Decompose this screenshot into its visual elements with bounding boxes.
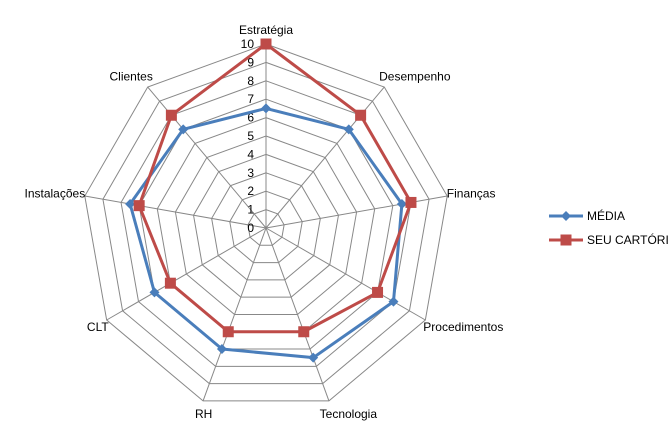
data-point [396, 199, 407, 210]
tick-label: 5 [247, 129, 254, 143]
grid-spoke [265, 86, 385, 229]
series-1 [133, 38, 417, 338]
tick-label: 6 [247, 111, 254, 125]
data-point [260, 38, 272, 50]
category-label: Instalações [25, 187, 86, 201]
category-label: Finanças [447, 187, 496, 201]
data-point [560, 234, 572, 246]
category-label: Procedimentos [423, 320, 503, 334]
legend-label: SEU CARTÓRIO [587, 232, 668, 247]
category-label: Clientes [109, 69, 152, 83]
tick-label: 9 [247, 55, 254, 69]
legend-item: SEU CARTÓRIO [549, 232, 668, 247]
grid-ring [211, 172, 321, 281]
data-point [222, 326, 234, 338]
data-point [216, 344, 227, 355]
data-point [343, 124, 354, 135]
series-group [125, 38, 417, 363]
data-point [355, 109, 367, 121]
data-point [261, 103, 271, 114]
category-label: Estratégia [239, 23, 293, 37]
tick-label: 1 [247, 203, 254, 217]
data-point [133, 200, 145, 212]
grid-spoke [84, 195, 267, 229]
data-point [178, 124, 189, 135]
series-0 [125, 103, 407, 363]
grid-ring [102, 61, 430, 385]
category-label: Tecnologia [320, 407, 378, 421]
data-point [125, 199, 136, 210]
grid-ring [174, 135, 358, 315]
grid-ring [138, 98, 394, 350]
radial-tick-labels: 0 1 2 3 4 5 6 7 8 9 10 [241, 37, 255, 235]
data-point [372, 286, 384, 298]
tick-label: 4 [247, 147, 254, 161]
radar-grid [84, 43, 448, 402]
tick-label: 0 [247, 221, 254, 235]
legend: MÉDIA SEU CARTÓRIO [549, 208, 668, 247]
tick-label: 2 [247, 184, 254, 198]
tick-label: 7 [247, 92, 254, 106]
legend-label: MÉDIA [587, 208, 625, 223]
grid-ring [192, 153, 340, 298]
tick-label: 8 [247, 74, 254, 88]
tick-label: 3 [247, 166, 254, 180]
grid-spoke [106, 227, 267, 321]
series-line [137, 42, 413, 334]
data-point [149, 287, 160, 298]
data-point [298, 326, 310, 338]
category-label: RH [195, 407, 212, 421]
grid-ring [229, 190, 303, 264]
category-label: CLT [87, 320, 109, 334]
grid-spoke [265, 195, 448, 229]
grid-spoke [265, 227, 426, 321]
series-line [128, 106, 404, 360]
grid-ring [84, 43, 448, 402]
grid-spoke [265, 227, 330, 402]
data-point [308, 352, 319, 363]
grid-spoke [202, 227, 267, 402]
data-point [165, 109, 177, 121]
grid-ring [247, 209, 285, 246]
data-point [388, 296, 399, 307]
data-point [164, 277, 176, 289]
tick-label: 10 [241, 37, 255, 51]
category-label: Desempenho [379, 69, 451, 83]
category-labels: Estratégia Desempenho Finanças Procedimento… [25, 23, 504, 421]
data-point [405, 196, 417, 208]
legend-item: MÉDIA [549, 208, 625, 223]
data-point [561, 211, 571, 221]
